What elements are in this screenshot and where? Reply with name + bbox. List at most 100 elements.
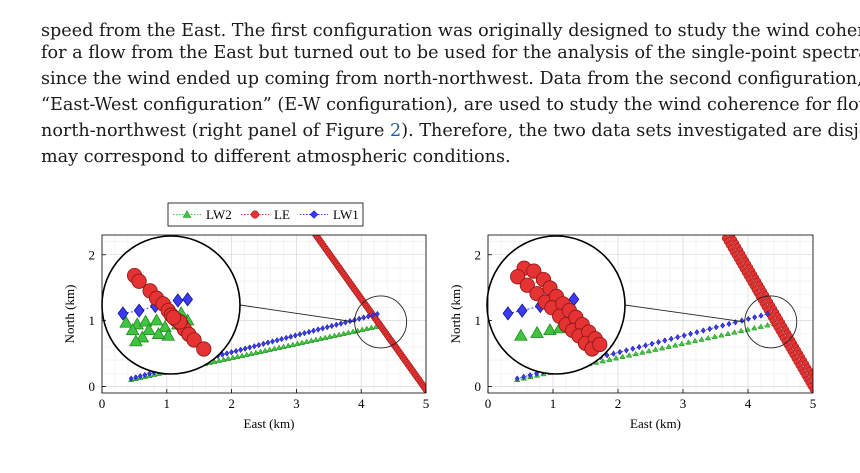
data-point-lw2 (672, 342, 679, 348)
magnified-point-le (186, 332, 202, 348)
data-point-lw1 (247, 344, 253, 351)
text-span: ). Therefore, the two data sets investig… (401, 121, 860, 141)
y-axis-label: North (km) (62, 285, 77, 344)
y-tick-label: 0 (89, 379, 96, 394)
data-point-lw1 (365, 313, 371, 320)
x-axis-label: East (km) (244, 416, 295, 431)
data-point-lw2 (606, 356, 613, 362)
figure-ref-link[interactable]: 2 (390, 121, 402, 141)
data-point-lw2 (685, 339, 692, 345)
data-point-lw1 (707, 325, 713, 333)
data-point-lw1 (617, 348, 623, 356)
data-point-lw2 (632, 350, 639, 357)
x-tick-label: 0 (99, 396, 106, 411)
data-point-lw1 (283, 334, 289, 342)
data-point-lw2 (678, 340, 685, 347)
data-point-lw2 (225, 355, 232, 361)
x-tick-label: 4 (358, 396, 365, 411)
data-point-lw2 (599, 357, 606, 364)
data-point-lw1 (302, 329, 307, 337)
data-point-lw2 (619, 353, 626, 359)
data-point-lw1 (297, 331, 303, 338)
data-point-lw2 (349, 328, 357, 334)
x-axis-label: East (km) (630, 416, 681, 431)
text-line: may correspond to different atmospheric … (41, 147, 511, 167)
data-point-lw2 (331, 332, 338, 338)
data-point-lw2 (698, 336, 705, 342)
magnified-point-le (510, 269, 526, 285)
data-point-lw2 (335, 331, 343, 337)
data-point-lw1 (656, 338, 661, 346)
x-tick-label: 2 (228, 396, 235, 411)
data-point-lw1 (675, 333, 681, 341)
axes-frame (101, 234, 427, 394)
data-point-lw2 (322, 334, 329, 340)
x-tick-label: 3 (293, 396, 300, 411)
magnified-point-le (165, 309, 181, 325)
data-point-lw2 (757, 323, 764, 329)
magnified-point-lw1 (133, 303, 145, 318)
data-point-lw1 (681, 332, 687, 339)
data-point-lw1 (315, 326, 321, 333)
data-point-lw2 (257, 348, 264, 354)
magnified-point-lw1 (516, 303, 528, 318)
data-point-lw1 (251, 343, 257, 350)
magnified-point-lw1 (502, 306, 514, 321)
data-point-le (816, 385, 822, 391)
magnified-point-le (196, 341, 212, 357)
data-point-lw1 (338, 320, 344, 327)
data-point-lw1 (745, 315, 751, 323)
data-point-lw2 (211, 358, 218, 364)
y-tick-label: 1 (475, 313, 482, 328)
legend-label-le: LE (274, 207, 290, 222)
data-point-lw2 (266, 346, 273, 352)
data-point-lw2 (345, 329, 352, 335)
magnifier-content (502, 260, 608, 357)
magnified-point-lw1 (117, 306, 129, 321)
data-point-lw2 (312, 336, 320, 342)
data-point-lw1 (343, 319, 348, 326)
x-tick-label: 5 (423, 396, 430, 411)
x-tick-label: 1 (550, 396, 557, 411)
data-point-lw1 (649, 340, 655, 347)
data-point-lw2 (326, 333, 333, 339)
x-tick-label: 4 (745, 396, 752, 411)
data-point-lw2 (271, 345, 278, 351)
data-point-lw1 (270, 338, 275, 345)
magnified-point-lw2 (149, 313, 164, 326)
data-point-lw1 (229, 349, 234, 356)
magnified-point-lw2 (129, 334, 143, 347)
data-point-le (810, 373, 813, 381)
data-point-lw1 (726, 320, 732, 328)
data-point-lw1 (142, 371, 148, 379)
text-line: “East-West configuration” (E-W configura… (41, 95, 860, 115)
magnified-point-lw2 (161, 328, 176, 341)
data-point-lw1 (752, 314, 758, 321)
text-line: speed from the East. The first configura… (41, 22, 860, 40)
data-point-lw2 (639, 349, 646, 355)
zoom-connector (239, 304, 355, 323)
data-point-lw1 (224, 350, 230, 357)
data-point-lw2 (652, 346, 659, 352)
data-point-le (814, 381, 820, 387)
data-point-lw1 (238, 346, 244, 354)
data-point-lw1 (333, 321, 339, 328)
legend-marker-le (250, 210, 260, 219)
data-point-lw1 (133, 374, 139, 381)
data-point-lw2 (340, 330, 347, 336)
text-line: north-northwest (right panel of Figure 2… (41, 118, 860, 144)
data-point-lw2 (764, 322, 771, 328)
text-span: north-northwest (right panel of Figure (41, 121, 390, 141)
data-point-lw2 (665, 343, 672, 349)
body-text: speed from the East. The first configura… (41, 22, 860, 170)
x-tick-label: 0 (485, 396, 492, 411)
data-point-lw2 (262, 347, 269, 353)
magnified-point-lw2 (125, 323, 140, 335)
data-point-lw1 (630, 345, 636, 352)
data-point-lw1 (292, 332, 298, 339)
zoom-connector (624, 304, 745, 323)
data-point-lw1 (265, 339, 271, 346)
data-point-lw2 (317, 335, 324, 341)
magnified-point-le (526, 263, 542, 279)
data-point-lw2 (303, 338, 310, 344)
